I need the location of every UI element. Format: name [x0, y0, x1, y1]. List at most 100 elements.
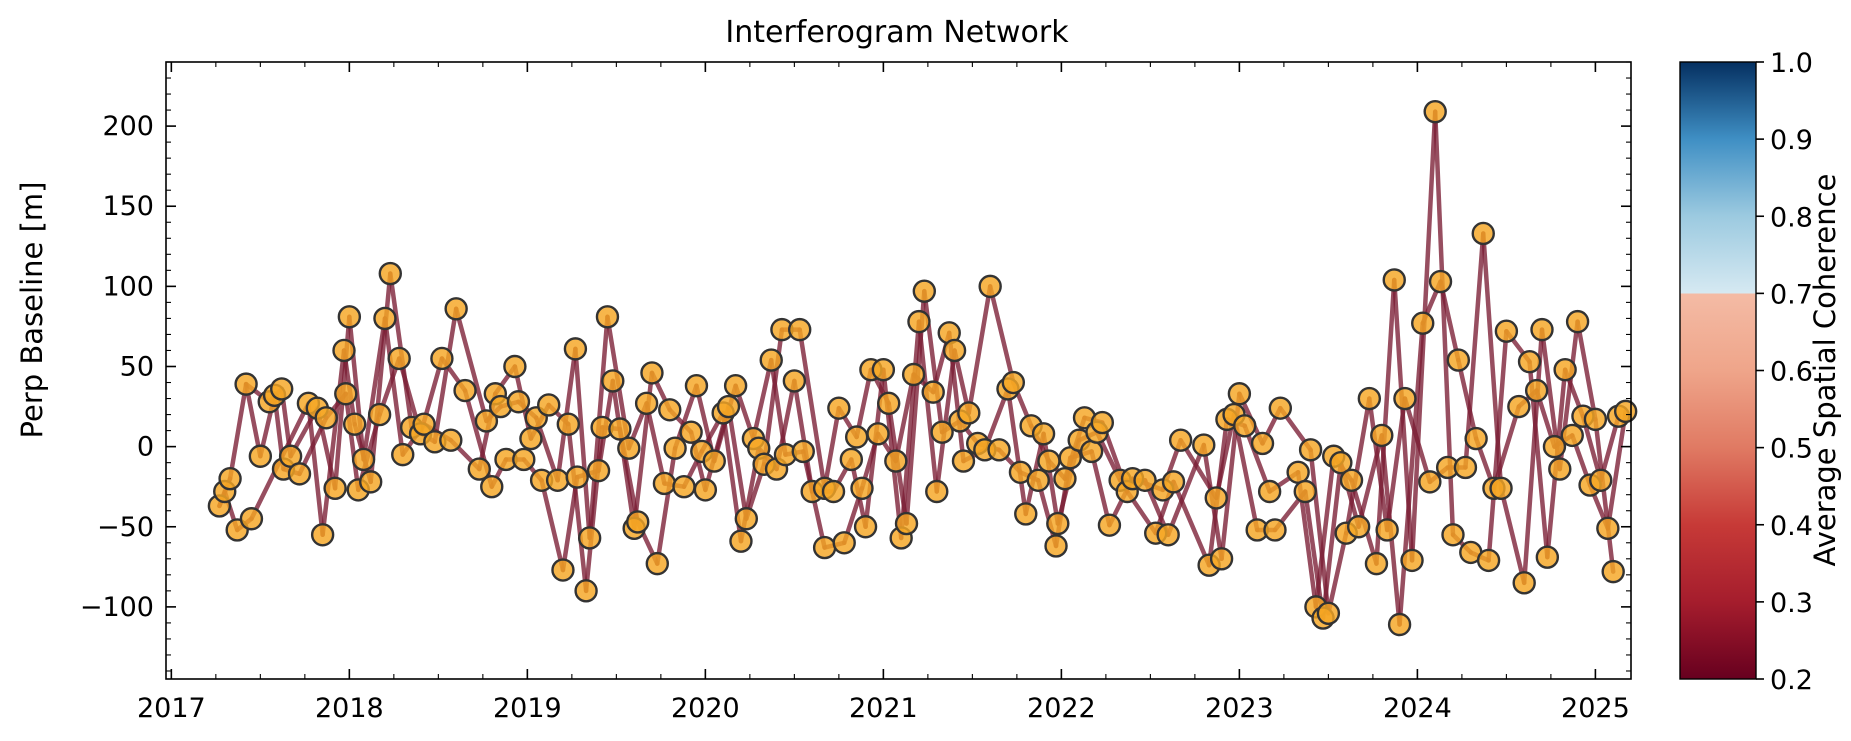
acquisition-point: [702, 449, 726, 473]
interferogram-edge: [573, 346, 592, 541]
acquisition-point: [617, 436, 641, 460]
acquisition-point: [545, 468, 570, 492]
acquisition-point: [1161, 470, 1186, 494]
interferogram-edge: [1367, 396, 1390, 533]
acquisition-point: [1517, 349, 1542, 374]
acquisition-point: [577, 526, 602, 550]
acquisition-point: [506, 390, 531, 414]
acquisition-point: [987, 438, 1011, 462]
acquisition-point: [1156, 523, 1180, 547]
acquisition-point: [1512, 571, 1536, 595]
x-axis: 2017 2018 2019 2020 2021 2022 2023 2024 2025: [137, 62, 1630, 724]
acquisition-point: [626, 510, 650, 534]
interferogram-edge: [987, 284, 1016, 385]
acquisition-point: [1393, 386, 1417, 411]
x-tick-label: 2020: [671, 693, 740, 724]
acquisition-point: [1364, 551, 1389, 576]
colorbar: 0.2 0.3 0.4 0.5 0.6 0.7 0.8 0.9 1.0 Average Spat…: [1679, 48, 1842, 696]
x-tick-label: 2024: [1383, 693, 1452, 724]
colorbar-tick-label: 0.2: [1770, 665, 1813, 696]
colorbar-tick-label: 0.9: [1770, 125, 1813, 156]
acquisition-point: [634, 391, 659, 416]
acquisition-point: [595, 305, 620, 329]
x-tick-label: 2022: [1027, 693, 1096, 724]
acquisition-point: [839, 447, 864, 472]
acquisition-point: [1263, 518, 1287, 542]
acquisition-point: [430, 346, 454, 371]
acquisition-point: [551, 558, 575, 582]
acquisition-point: [1530, 317, 1554, 342]
acquisition-point: [1423, 99, 1447, 124]
interferogram-edge: [916, 319, 940, 494]
interferogram-edge: [726, 404, 749, 521]
y-tick-label: 150: [102, 191, 154, 222]
acquisition-point: [782, 369, 807, 393]
acquisition-point: [1026, 468, 1050, 492]
acquisition-point: [556, 412, 580, 436]
acquisition-point: [1464, 426, 1488, 451]
acquisition-point: [1560, 423, 1584, 448]
acquisition-point: [270, 377, 294, 401]
interferogram-edge: [453, 306, 489, 424]
acquisitions-layer: [207, 99, 1638, 637]
acquisition-point: [310, 523, 335, 547]
acquisition-point: [367, 402, 392, 427]
interferogram-edge: [822, 405, 842, 491]
acquisition-point: [586, 458, 611, 483]
interferogram-edge: [361, 316, 388, 462]
acquisition-point: [734, 507, 759, 531]
acquisition-point: [1548, 457, 1572, 481]
interferogram-edge: [1397, 320, 1425, 627]
acquisition-point: [844, 425, 869, 449]
interferogram-edge: [966, 284, 993, 416]
acquisition-point: [716, 394, 741, 419]
acquisition-point: [1601, 559, 1625, 584]
x-tick-label: 2018: [315, 693, 384, 724]
acquisition-point: [1418, 470, 1442, 494]
acquisition-point: [1090, 410, 1115, 435]
acquisition-point: [1441, 523, 1465, 547]
acquisition-point: [951, 449, 976, 473]
acquisition-point: [1387, 612, 1412, 637]
acquisition-point: [373, 306, 397, 331]
acquisition-point: [791, 439, 815, 464]
acquisition-point: [1133, 468, 1157, 492]
acquisition-point: [1192, 433, 1216, 457]
acquisition-point: [444, 297, 468, 321]
interferogram-edge: [1593, 417, 1616, 574]
acquisition-point: [1316, 601, 1341, 625]
acquisition-point: [378, 261, 402, 286]
acquisition-point: [574, 579, 598, 603]
interferogram-edge: [655, 445, 678, 566]
acquisition-point: [474, 409, 499, 433]
plot-frame: [165, 61, 1632, 680]
interferogram-edge: [343, 391, 361, 493]
interferogram-edge: [320, 348, 347, 538]
acquisition-point: [1204, 486, 1228, 510]
acquisition-point: [930, 420, 954, 444]
y-tick-label: −100: [80, 592, 154, 623]
y-tick-label: 0: [137, 432, 154, 463]
acquisition-point: [1346, 515, 1371, 539]
acquisition-point: [387, 346, 411, 371]
acquisition-point: [1596, 516, 1620, 541]
acquisition-point: [218, 466, 242, 491]
colorbar-tick-label: 0.4: [1770, 511, 1813, 542]
acquisition-point: [439, 428, 463, 452]
acquisition-point: [467, 457, 491, 481]
acquisition-point: [1233, 414, 1257, 438]
acquisition-point: [512, 447, 536, 472]
acquisition-point: [907, 309, 931, 334]
colorbar-tick-label: 0.3: [1770, 588, 1813, 619]
interferogram-edge: [1438, 279, 1461, 363]
acquisition-point: [1286, 460, 1310, 484]
x-tick-label: 2025: [1561, 693, 1630, 724]
acquisition-point: [1357, 386, 1382, 411]
acquisition-point: [723, 374, 748, 398]
colorbar-tick-label: 0.6: [1770, 357, 1813, 388]
acquisition-point: [894, 511, 919, 536]
acquisition-point: [1535, 545, 1560, 569]
colorbar-label: Average Spatial Coherence: [1808, 174, 1842, 567]
interferogram-edge: [1242, 423, 1272, 494]
interferogram-edge: [893, 372, 916, 464]
